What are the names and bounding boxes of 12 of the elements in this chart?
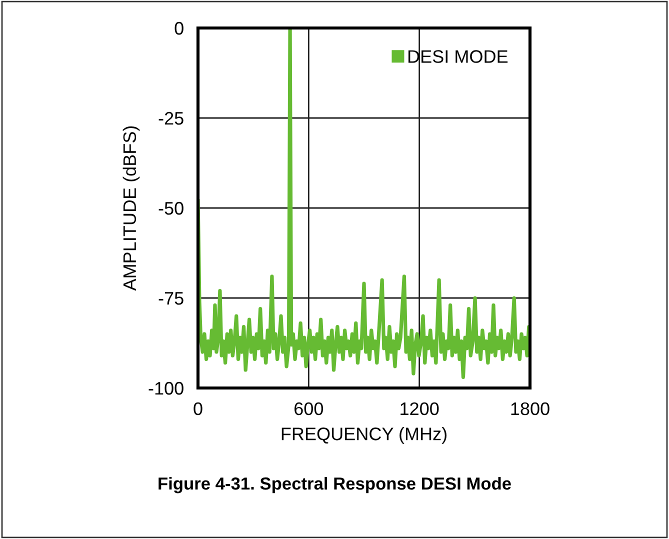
x-tick-label: 0	[194, 402, 202, 416]
caption: Figure 4-31. Spectral Response DESI Mode	[158, 476, 511, 494]
y-tick-label: -100	[148, 382, 184, 395]
y-tick-label: 0	[174, 22, 184, 35]
x-tick-label: 600	[294, 402, 324, 416]
y-axis-title: AMPLITUDE (dBFS)	[122, 126, 140, 291]
y-tick-label: -75	[158, 292, 184, 305]
x-tick-label: 1800	[511, 402, 550, 416]
y-tick-label: -25	[158, 112, 184, 125]
x-tick-label: 1200	[400, 402, 439, 416]
y-tick-label: -50	[158, 202, 184, 215]
x-axis-title: FREQUENCY (MHz)	[282, 427, 446, 444]
